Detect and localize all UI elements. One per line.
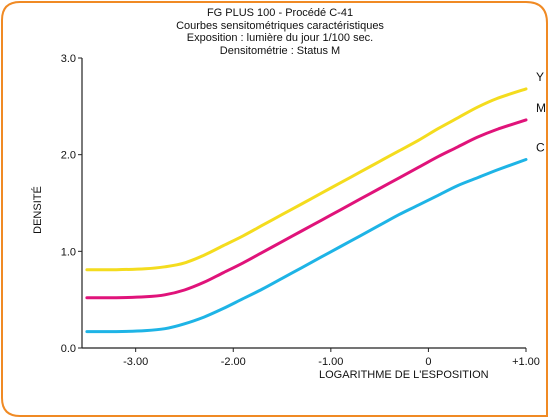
x-tick-label: -3.00	[123, 356, 148, 368]
y-tick-label: 1.0	[61, 246, 76, 258]
series-line-m	[85, 118, 528, 300]
ticks-layer: -3.00 -2.00 -1.00 0 +1.00 0.0 1.0 2.0 3.0	[61, 53, 540, 368]
chart-title: FG PLUS 100 - Procédé C-41 Courbes sensi…	[150, 7, 410, 57]
series-label-y: Y	[536, 70, 544, 84]
title-line-2: Courbes sensitométriques caractéristique…	[176, 19, 384, 32]
y-tick-label: 2.0	[61, 150, 76, 162]
x-axis-label: LOGARITHME DE L'ESPOSITION	[319, 369, 489, 381]
series-label-m: M	[536, 101, 546, 115]
x-tick-label: 0	[425, 356, 431, 368]
y-tick-label: 0.0	[61, 343, 76, 355]
series-layer: Y M C	[85, 70, 546, 334]
title-line-3: Exposition : lumière du jour 1/100 sec.	[186, 32, 374, 44]
x-tick-label: +1.00	[512, 356, 540, 368]
x-tick-label: -2.00	[221, 356, 246, 368]
series-label-c: C	[536, 141, 545, 155]
series-line-y	[85, 87, 528, 272]
y-axis-label: DENSITÉ	[32, 186, 44, 234]
y-tick-label: 3.0	[61, 53, 76, 65]
title-line-4: Densitométrie : Status M	[219, 44, 341, 57]
title-line-1: FG PLUS 100 - Procédé C-41	[206, 7, 354, 19]
x-tick-label: -1.00	[318, 356, 343, 368]
series-line-c	[85, 158, 528, 334]
